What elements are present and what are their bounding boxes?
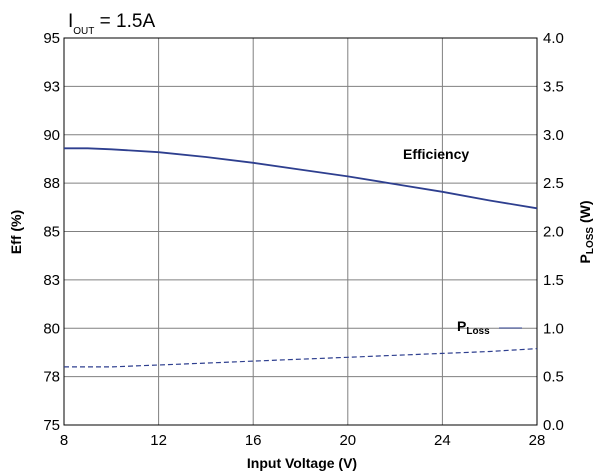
efficiency-annotation: Efficiency <box>403 146 469 162</box>
ploss-annotation-sub: Loss <box>466 326 490 337</box>
condition-sub: OUT <box>73 26 94 37</box>
condition-rest: = 1.5A <box>94 11 155 32</box>
x-tick-label: 12 <box>150 432 167 449</box>
grid-lines <box>63 37 538 426</box>
y-right-tick-label: 2.5 <box>543 175 564 192</box>
y-right-tick-label: 3.0 <box>543 127 564 144</box>
y-right-tick-label: 2.0 <box>543 224 564 241</box>
efficiency-line <box>64 147 538 210</box>
y-left-tick-label: 75 <box>43 417 60 434</box>
x-tick-label: 20 <box>339 432 356 449</box>
y-right-title-rest: (W) <box>577 200 593 226</box>
y-right-title-main: P <box>577 254 593 263</box>
y-left-tick-label: 95 <box>43 30 60 47</box>
y-right-title-sub: LOSS <box>585 227 596 255</box>
x-tick-label: 16 <box>245 432 262 449</box>
y-left-tick-label: 80 <box>43 320 60 337</box>
ploss-annotation-main: P <box>457 318 466 334</box>
y-right-axis-title: PLOSS (W) <box>577 200 596 263</box>
y-left-tick-label: 88 <box>43 175 60 192</box>
y-right-tick-label: 0.5 <box>543 369 564 386</box>
ploss-annotation: PLoss <box>457 318 490 337</box>
y-right-tick-label: 1.0 <box>543 320 564 337</box>
y-right-tick-label: 1.5 <box>543 272 564 289</box>
y-left-tick-label: 83 <box>43 272 60 289</box>
y-right-tick-label: 3.5 <box>543 78 564 95</box>
plot-frame <box>63 37 538 426</box>
x-tick-label: 8 <box>60 432 68 449</box>
y-left-axis-title: Eff (%) <box>8 210 24 254</box>
y-left-tick-label: 85 <box>43 224 60 241</box>
y-left-tick-label: 90 <box>43 127 60 144</box>
y-right-tick-label: 4.0 <box>543 30 564 47</box>
series-lines <box>64 147 538 368</box>
x-tick-label: 28 <box>529 432 546 449</box>
y-right-tick-label: 0.0 <box>543 417 564 434</box>
x-axis-title: Input Voltage (V) <box>247 455 357 471</box>
y-left-tick-label: 78 <box>43 369 60 386</box>
x-tick-label: 24 <box>434 432 451 449</box>
condition-label: IOUT = 1.5A <box>68 11 155 37</box>
ploss-line <box>64 348 538 368</box>
y-left-tick-label: 93 <box>43 78 60 95</box>
condition-main: I <box>68 11 73 32</box>
y-left-tick-labels: 75 78 80 83 85 88 90 93 95 <box>43 30 60 434</box>
x-tick-labels: 8 12 16 20 24 28 <box>60 432 546 449</box>
y-right-tick-labels: 0.0 0.5 1.0 1.5 2.0 2.5 3.0 3.5 4.0 <box>543 30 564 434</box>
